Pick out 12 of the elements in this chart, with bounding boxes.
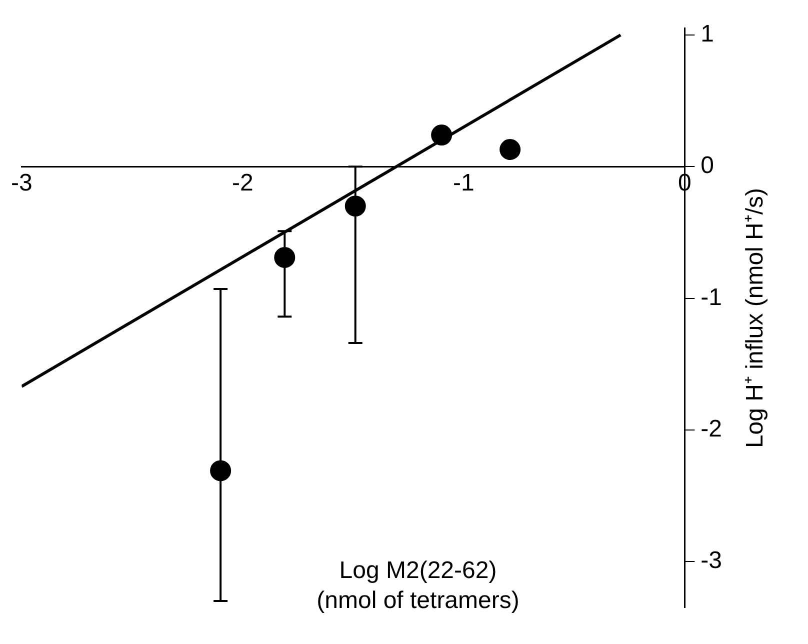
y-tick-label: -3 xyxy=(700,547,722,574)
y-tick-label: 0 xyxy=(700,152,714,180)
x-tick-label: -1 xyxy=(452,170,474,197)
point xyxy=(431,124,452,146)
y-tick-label: 1 xyxy=(700,20,714,48)
y-axis-title: Log H⁺ influx (nmol H⁺/s) xyxy=(740,188,770,448)
x-tick-label: -3 xyxy=(11,170,32,197)
y-tick-label: -1 xyxy=(700,284,722,311)
y-tick-label: -2 xyxy=(700,416,722,443)
point xyxy=(500,139,521,160)
x-axis-title: Log M2(22-62) (nmol of tetramers) xyxy=(316,556,520,616)
x-tick-label: -2 xyxy=(232,170,254,197)
